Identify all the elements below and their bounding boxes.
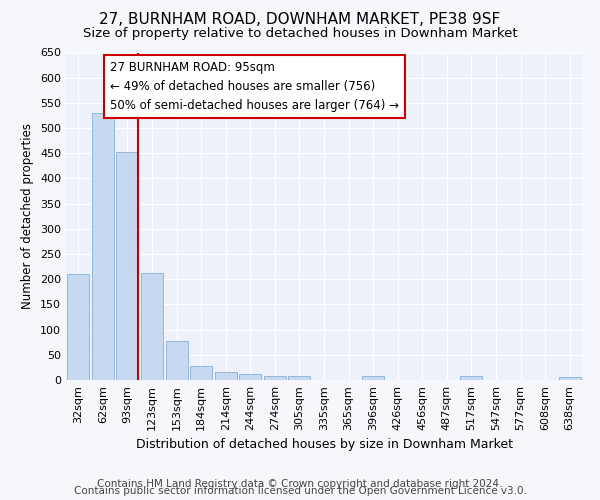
Bar [67, 274, 89, 380]
Bar [362, 376, 384, 380]
Bar [264, 376, 286, 380]
Text: Size of property relative to detached houses in Downham Market: Size of property relative to detached ho… [83, 28, 517, 40]
Text: 27, BURNHAM ROAD, DOWNHAM MARKET, PE38 9SF: 27, BURNHAM ROAD, DOWNHAM MARKET, PE38 9… [100, 12, 500, 28]
Bar [215, 372, 237, 380]
Bar [116, 152, 139, 380]
Bar [190, 366, 212, 380]
Bar [92, 113, 114, 380]
Y-axis label: Number of detached properties: Number of detached properties [22, 123, 34, 309]
X-axis label: Distribution of detached houses by size in Downham Market: Distribution of detached houses by size … [136, 438, 512, 452]
Bar [559, 378, 581, 380]
Bar [460, 376, 482, 380]
Bar [289, 376, 310, 380]
Text: Contains public sector information licensed under the Open Government Licence v3: Contains public sector information licen… [74, 486, 526, 496]
Bar [166, 340, 188, 380]
Text: 27 BURNHAM ROAD: 95sqm
← 49% of detached houses are smaller (756)
50% of semi-de: 27 BURNHAM ROAD: 95sqm ← 49% of detached… [110, 60, 399, 112]
Text: Contains HM Land Registry data © Crown copyright and database right 2024.: Contains HM Land Registry data © Crown c… [97, 479, 503, 489]
Bar [141, 272, 163, 380]
Bar [239, 374, 262, 380]
